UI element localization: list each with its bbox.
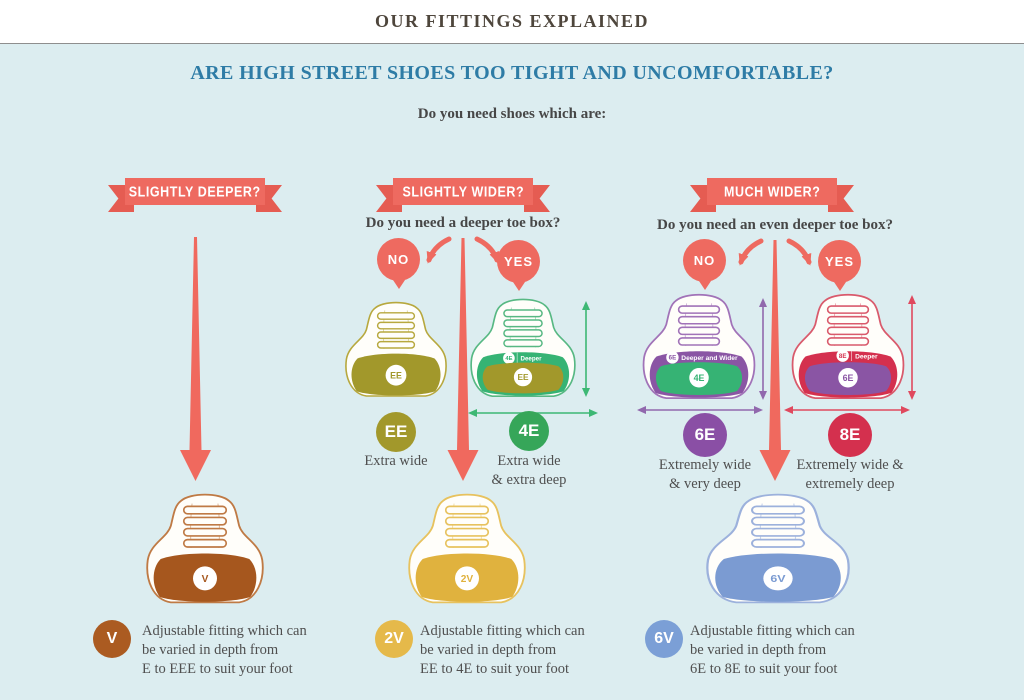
laces [444, 505, 490, 548]
ribbon-slightly-wider-label: SLIGHTLY WIDER? [402, 183, 524, 200]
shoe-ee: EE [345, 301, 447, 397]
shoe-v-sole-label: V [202, 574, 209, 585]
laces [503, 309, 543, 348]
adjustable-desc-6v: Adjustable fitting which can be varied i… [690, 623, 855, 677]
laces [677, 305, 721, 346]
shoe-6v-sole-label: 6V [770, 574, 786, 585]
main-question-title: ARE HIGH STREET SHOES TOO TIGHT AND UNCO… [190, 62, 834, 84]
branch-arrow-yes-much-wider [786, 238, 812, 266]
badge-ee: EE [376, 412, 416, 452]
badge-4e: 4E [509, 411, 549, 451]
ribbon-much-wider: MUCH WIDER? [707, 178, 837, 205]
fitting-desc-6e: Extremely wide & very deep [658, 457, 752, 492]
shoe-2v-sole-label: 2V [461, 574, 474, 585]
shoe-4e-band-text: Deeper [521, 356, 543, 363]
shoe-4e-sole-label: EE [517, 373, 529, 382]
ribbon-slightly-deeper: SLIGHTLY DEEPER? [125, 178, 265, 205]
badge-v: V [93, 620, 131, 658]
yes-bubble-much-wider: YES [818, 240, 861, 283]
shoe-8e-sole-label: 6E [843, 373, 854, 383]
down-arrow-deeper [180, 237, 211, 481]
adjustable-desc-v: Adjustable fitting which can be varied i… [142, 623, 307, 677]
laces [751, 505, 805, 548]
header-bar: OUR FITTINGS EXPLAINED [0, 0, 1024, 44]
laces [826, 305, 870, 346]
yes-bubble-wider: YES [497, 240, 540, 283]
no-bubble-wider: NO [377, 238, 420, 281]
shoe-8e-band-text: Deeper [855, 353, 878, 360]
ribbon-slightly-wider: SLIGHTLY WIDER? [393, 178, 533, 205]
laces [182, 505, 228, 548]
shoe-2v: 2V [408, 493, 526, 604]
shoe-6v: 6V [706, 493, 850, 604]
branch-arrow-no-wider [426, 236, 452, 264]
ribbon-much-wider-label: MUCH WIDER? [723, 183, 821, 200]
fitting-desc-4e: Extra wide & extra deep [491, 453, 567, 488]
page-title: OUR FITTINGS EXPLAINED [374, 11, 650, 31]
adjustable-desc-2v: Adjustable fitting which can be varied i… [420, 623, 585, 677]
shoe-v: V [146, 493, 264, 604]
badge-6v: 6V [645, 620, 683, 658]
shoe-4e-band-code: 4E [505, 356, 512, 362]
intro-subtitle: Do you need shoes which are: [417, 106, 607, 122]
shoe-6e-sole-label: 4E [694, 373, 705, 383]
fitting-desc-ee: Extra wide [364, 453, 428, 469]
badge-2v: 2V [375, 620, 413, 658]
shoe-8e: 8E Deeper 6E [791, 293, 905, 400]
shoe-ee-sole-label: EE [390, 370, 402, 380]
badge-8e: 8E [828, 413, 872, 457]
branch-arrow-yes-wider [474, 236, 500, 264]
shoe-6e: 6E Deeper and Wider 4E [642, 293, 756, 400]
ribbon-slightly-deeper-label: SLIGHTLY DEEPER? [129, 183, 261, 200]
shoe-6e-band-text: Deeper and Wider [681, 355, 738, 362]
shoe-4e: 4E Deeper EE [470, 298, 576, 398]
question-deeper-toe-box: Do you need a deeper toe box? [365, 215, 561, 231]
laces [376, 312, 416, 349]
no-bubble-much-wider: NO [683, 239, 726, 282]
shoe-6e-band-code: 6E [669, 355, 677, 362]
branch-arrow-no-much-wider [738, 238, 764, 266]
fitting-desc-8e: Extremely wide & extremely deep [796, 457, 904, 492]
shoe-8e-band-code: 8E [839, 353, 847, 360]
question-even-deeper-toe-box: Do you need an even deeper toe box? [657, 217, 893, 233]
badge-6e: 6E [683, 413, 727, 457]
